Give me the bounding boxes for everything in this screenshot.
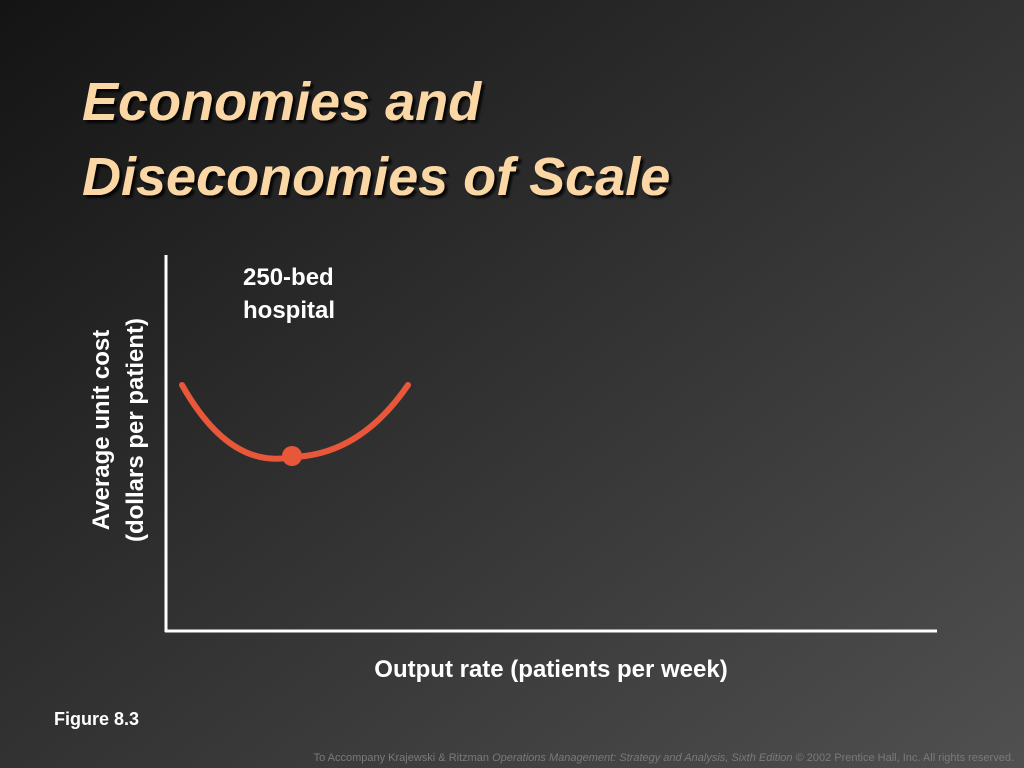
title-line: Economies and (82, 72, 482, 132)
footer-prefix: To Accompany Krajewski & Ritzman (314, 752, 493, 764)
x-axis-label: Output rate (patients per week) (374, 656, 727, 683)
footer-suffix: © 2002 Prentice Hall, Inc. All rights re… (793, 752, 1014, 764)
footer-book: Operations Management: Strategy and Anal… (492, 752, 792, 764)
minimum-point (282, 446, 302, 466)
curve-label: hospital (243, 297, 335, 324)
footer: To Accompany Krajewski & Ritzman Operati… (314, 752, 1014, 764)
title-line: Diseconomies of Scale (82, 147, 670, 207)
y-axis-label: Average unit cost (88, 330, 115, 531)
figure-label: Figure 8.3 (54, 709, 139, 729)
y-axis-label: (dollars per patient) (122, 318, 149, 542)
curve-label: 250-bed (243, 264, 334, 291)
